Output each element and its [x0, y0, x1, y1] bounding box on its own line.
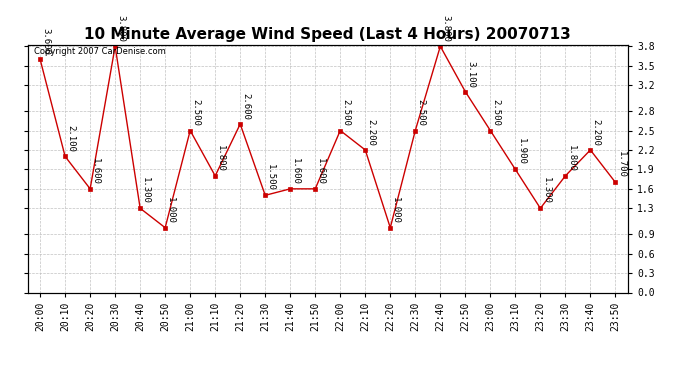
- Text: 1.000: 1.000: [166, 196, 175, 223]
- Text: 1.700: 1.700: [616, 152, 625, 178]
- Text: 2.500: 2.500: [191, 99, 200, 126]
- Text: 2.500: 2.500: [416, 99, 425, 126]
- Text: 1.000: 1.000: [391, 196, 400, 223]
- Text: 1.600: 1.600: [316, 158, 325, 184]
- Text: 2.100: 2.100: [66, 125, 75, 152]
- Text: 1.600: 1.600: [291, 158, 300, 184]
- Text: 1.600: 1.600: [91, 158, 100, 184]
- Text: 2.200: 2.200: [591, 119, 600, 146]
- Text: 2.200: 2.200: [366, 119, 375, 146]
- Text: 1.800: 1.800: [566, 145, 575, 172]
- Text: 3.800: 3.800: [442, 15, 451, 42]
- Text: 1.500: 1.500: [266, 164, 275, 191]
- Text: 2.500: 2.500: [491, 99, 500, 126]
- Text: 1.900: 1.900: [516, 138, 525, 165]
- Text: 3.600: 3.600: [41, 28, 50, 55]
- Title: 10 Minute Average Wind Speed (Last 4 Hours) 20070713: 10 Minute Average Wind Speed (Last 4 Hou…: [84, 27, 571, 42]
- Text: 1.300: 1.300: [542, 177, 551, 204]
- Text: 1.300: 1.300: [141, 177, 150, 204]
- Text: 2.500: 2.500: [342, 99, 351, 126]
- Text: 1.800: 1.800: [216, 145, 225, 172]
- Text: 3.800: 3.800: [116, 15, 125, 42]
- Text: 2.600: 2.600: [241, 93, 250, 120]
- Text: 3.100: 3.100: [466, 61, 475, 87]
- Text: Copyright 2007 CarDenise.com: Copyright 2007 CarDenise.com: [34, 48, 166, 57]
